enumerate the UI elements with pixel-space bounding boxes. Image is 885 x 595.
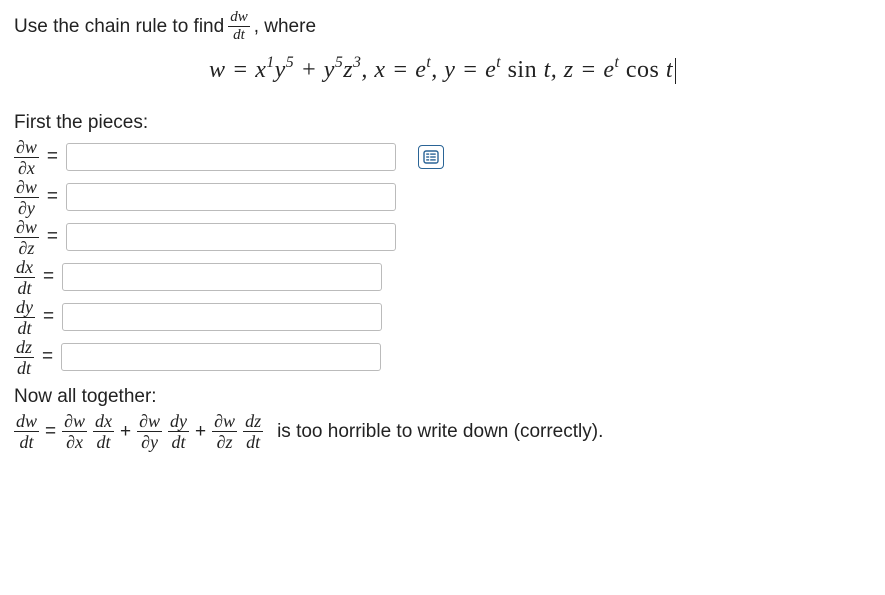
piece-frac: ∂w∂y bbox=[14, 178, 39, 217]
t1a-frac: ∂w ∂x bbox=[62, 412, 87, 451]
piece-input[interactable] bbox=[66, 223, 396, 251]
section-together: Now all together: bbox=[14, 386, 871, 408]
piece-frac-num: ∂w bbox=[14, 178, 39, 198]
equals-sign: = bbox=[47, 186, 58, 208]
piece-frac-num: dz bbox=[14, 338, 34, 358]
section-first-pieces: First the pieces: bbox=[14, 112, 871, 134]
t1b-frac: dx dt bbox=[93, 412, 114, 451]
t1a-num: ∂w bbox=[62, 412, 87, 432]
t2b-den: dt bbox=[172, 432, 186, 451]
t1a-den: ∂x bbox=[66, 432, 83, 451]
piece-input[interactable] bbox=[66, 143, 396, 171]
piece-row: dzdt = bbox=[14, 338, 871, 376]
piece-frac: dzdt bbox=[14, 338, 34, 377]
equals-sign: = bbox=[43, 266, 54, 288]
piece-frac-num: ∂w bbox=[14, 138, 39, 158]
prompt-before: Use the chain rule to find bbox=[14, 16, 224, 38]
piece-frac-den: ∂z bbox=[19, 238, 35, 257]
t3b-den: dt bbox=[246, 432, 260, 451]
piece-frac-num: dy bbox=[14, 298, 35, 318]
piece-frac-num: ∂w bbox=[14, 218, 39, 238]
equals-sign: = bbox=[42, 346, 53, 368]
dw-dt-frac: dw dt bbox=[228, 10, 250, 43]
plus-2: + bbox=[195, 421, 206, 443]
piece-frac: dxdt bbox=[14, 258, 35, 297]
t2b-frac: dy dt bbox=[168, 412, 189, 451]
piece-row: dydt = bbox=[14, 298, 871, 336]
lhs-frac: dw dt bbox=[14, 412, 39, 451]
piece-frac-den: dt bbox=[17, 278, 31, 297]
piece-input[interactable] bbox=[66, 183, 396, 211]
piece-row: ∂w∂x = bbox=[14, 138, 871, 176]
t3a-frac: ∂w ∂z bbox=[212, 412, 237, 451]
piece-frac: dydt bbox=[14, 298, 35, 337]
frac-den: dt bbox=[233, 27, 245, 43]
piece-input[interactable] bbox=[62, 263, 382, 291]
piece-frac-den: ∂y bbox=[18, 198, 35, 217]
t3b-frac: dz dt bbox=[243, 412, 263, 451]
tail-text: is too horrible to write down (correctly… bbox=[277, 421, 603, 443]
piece-frac: ∂w∂x bbox=[14, 138, 39, 177]
t3a-num: ∂w bbox=[212, 412, 237, 432]
main-equation: w = x1y5 + y5z3, x = et, y = et sin t, z… bbox=[14, 55, 871, 84]
equals-sign: = bbox=[43, 306, 54, 328]
piece-row: dxdt = bbox=[14, 258, 871, 296]
prompt-after: , where bbox=[254, 16, 316, 38]
piece-frac-num: dx bbox=[14, 258, 35, 278]
piece-frac-den: ∂x bbox=[18, 158, 35, 177]
text-cursor bbox=[675, 58, 676, 84]
main-equation-math: w = x1y5 + y5z3, x = et, y = et sin t, z… bbox=[209, 57, 673, 83]
frac-num: dw bbox=[228, 10, 250, 27]
t3b-num: dz bbox=[243, 412, 263, 432]
equals-sign: = bbox=[47, 226, 58, 248]
equals-sign: = bbox=[45, 421, 56, 443]
t1b-den: dt bbox=[97, 432, 111, 451]
equals-sign: = bbox=[47, 146, 58, 168]
pieces-list: ∂w∂x=∂w∂y=∂w∂z=dxdt=dydt=dzdt= bbox=[14, 138, 871, 376]
piece-frac-den: dt bbox=[17, 318, 31, 337]
piece-row: ∂w∂z = bbox=[14, 218, 871, 256]
piece-frac-den: dt bbox=[17, 358, 31, 377]
prompt-line: Use the chain rule to find dw dt , where bbox=[14, 10, 871, 43]
t2a-den: ∂y bbox=[141, 432, 158, 451]
chain-rule-line: dw dt = ∂w ∂x dx dt + ∂w ∂y dy dt + ∂w ∂… bbox=[14, 412, 871, 451]
lhs-num: dw bbox=[14, 412, 39, 432]
t1b-num: dx bbox=[93, 412, 114, 432]
piece-frac: ∂w∂z bbox=[14, 218, 39, 257]
t2a-frac: ∂w ∂y bbox=[137, 412, 162, 451]
t2a-num: ∂w bbox=[137, 412, 162, 432]
piece-input[interactable] bbox=[62, 303, 382, 331]
piece-input[interactable] bbox=[61, 343, 381, 371]
plus-1: + bbox=[120, 421, 131, 443]
formula-help-icon[interactable] bbox=[418, 145, 444, 169]
t2b-num: dy bbox=[168, 412, 189, 432]
lhs-den: dt bbox=[20, 432, 34, 451]
t3a-den: ∂z bbox=[217, 432, 233, 451]
piece-row: ∂w∂y = bbox=[14, 178, 871, 216]
